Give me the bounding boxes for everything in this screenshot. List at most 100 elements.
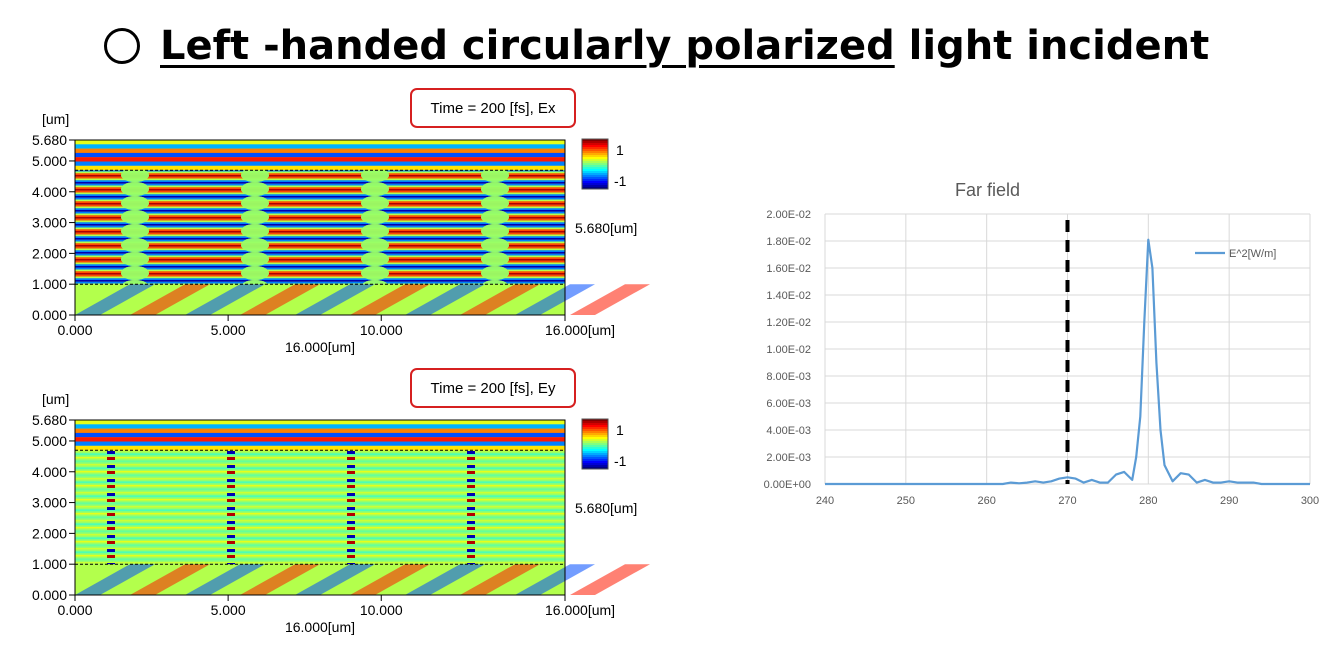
colorbar-segment xyxy=(582,157,608,160)
colorbar-segment xyxy=(582,437,608,440)
colorbar-segment xyxy=(582,165,608,168)
colorbar-segment xyxy=(582,467,608,470)
colorbar-segment xyxy=(582,141,608,144)
colorbar-segment xyxy=(582,453,608,456)
y-tick-label: 6.00E-03 xyxy=(766,398,811,410)
y-tick-label: 4.000 xyxy=(32,184,67,200)
colorbar-segment xyxy=(582,465,608,468)
heatmap-bottom-diagonal xyxy=(350,564,430,595)
colorbar-segment xyxy=(582,169,608,172)
y-tick-label: 0.000 xyxy=(32,587,67,603)
colorbar-segment xyxy=(582,459,608,462)
colorbar-segment xyxy=(582,153,608,156)
heatmap-bottom-diagonal xyxy=(405,564,485,595)
heatmap-top-band xyxy=(75,140,565,145)
heatmap-bottom-diagonal xyxy=(240,284,320,315)
colorbar-min-label: -1 xyxy=(614,453,627,469)
heatmap-bottom-diagonal xyxy=(130,564,210,595)
colorbar-segment xyxy=(582,447,608,450)
y-tick-label: 2.00E-03 xyxy=(766,452,811,464)
circle-bullet-icon xyxy=(104,28,140,64)
y-tick-label: 1.000 xyxy=(32,276,67,292)
heatmap-top-band xyxy=(75,428,565,433)
heatmap-interference-region xyxy=(75,450,565,565)
colorbar-segment xyxy=(582,433,608,436)
x-axis-label: 16.000[um] xyxy=(285,339,355,355)
far-field-chart: Far field 0.00E+00 2.00E-03 4.00E-03 6.00E-0… xyxy=(764,180,1320,507)
y-tick-label: 1.000 xyxy=(32,556,67,572)
heatmap-frame xyxy=(74,139,566,316)
colorbar-segment xyxy=(582,187,608,190)
colorbar-frame xyxy=(581,418,609,470)
colorbar-segment xyxy=(582,429,608,432)
colorbar-segment xyxy=(582,171,608,174)
colorbar-segment xyxy=(582,419,608,422)
colorbar-segment xyxy=(582,425,608,428)
colorbar-segment xyxy=(582,423,608,426)
colorbar-max-label: 1 xyxy=(616,422,624,438)
colorbar-segment xyxy=(582,151,608,154)
heatmap-bottom-diagonal xyxy=(460,564,540,595)
y-unit-label: [um] xyxy=(42,391,69,407)
heatmap-top-band xyxy=(75,424,565,429)
heatmap-bottom-diagonal xyxy=(350,284,430,315)
heatmap-top-band xyxy=(75,144,565,149)
y-tick-label: 0.000 xyxy=(32,307,67,323)
heatmap-top-band xyxy=(75,441,565,446)
colorbar-segment xyxy=(582,421,608,424)
colorbar-max-label: 1 xyxy=(616,142,624,158)
y-tick-label: 2.00E-02 xyxy=(766,209,811,221)
colorbar-segment xyxy=(582,149,608,152)
heatmap-bottom-diagonal xyxy=(460,284,540,315)
heatmap-bottom-diagonal xyxy=(75,564,155,595)
y-tick-label: 4.000 xyxy=(32,464,67,480)
colorbar-segment xyxy=(582,427,608,430)
heatmap-top-band xyxy=(75,165,565,171)
legend-label: E^2[W/m] xyxy=(1229,248,1276,260)
colorbar-segment xyxy=(582,177,608,180)
y-tick-label: 8.00E-03 xyxy=(766,371,811,383)
x-tick-label: 250 xyxy=(897,495,915,507)
colorbar-segment xyxy=(582,435,608,438)
y-tick-label: 5.000 xyxy=(32,153,67,169)
x-tick-label: 270 xyxy=(1058,495,1076,507)
heatmap-bottom-diagonal xyxy=(570,564,650,595)
y-tick-label: 3.000 xyxy=(32,495,67,511)
title-underlined-text: Left -handed circularly polarized xyxy=(160,23,895,69)
title-rest-text: light incident xyxy=(894,23,1210,69)
colorbar-segment xyxy=(582,449,608,452)
colorbar-segment xyxy=(582,445,608,448)
y-tick-label: 2.000 xyxy=(32,525,67,541)
colorbar-segment xyxy=(582,161,608,164)
heatmap-bottom-diagonal xyxy=(295,564,375,595)
heatmap-top-band xyxy=(75,161,565,166)
colorbar-segment xyxy=(582,175,608,178)
heatmap-bottom-diagonal xyxy=(570,284,650,315)
colorbar-segment xyxy=(582,441,608,444)
far-field-title: Far field xyxy=(955,180,1020,200)
y-tick-label: 1.40E-02 xyxy=(766,290,811,302)
colorbar-segment xyxy=(582,439,608,442)
ey-field-panel: [um] 0.000 1.000 2.000 3.000 4.000 5.000 5.680 0… xyxy=(0,365,660,635)
far-field-series-line xyxy=(825,238,1310,486)
colorbar-segment xyxy=(582,455,608,458)
heatmap-top-band xyxy=(75,148,565,153)
heatmap-bottom-diagonal xyxy=(130,284,210,315)
colorbar-segment xyxy=(582,147,608,150)
colorbar-segment xyxy=(582,179,608,182)
ey-time-annotation: Time = 200 [fs], Ey xyxy=(410,368,576,408)
heatmap-frame xyxy=(74,419,566,596)
x-tick-label: 10.000 xyxy=(360,322,403,338)
y-unit-label: [um] xyxy=(42,111,69,127)
ey-heatmap-chart: [um] 0.000 1.000 2.000 3.000 4.000 5.000 5.680 0… xyxy=(32,391,650,635)
x-tick-label: 300 xyxy=(1301,495,1319,507)
x-tick-label: 5.000 xyxy=(211,322,246,338)
heatmap-top-band xyxy=(75,157,565,162)
heatmap-bottom-diagonal xyxy=(295,284,375,315)
colorbar-segment xyxy=(582,159,608,162)
colorbar-segment xyxy=(582,163,608,166)
height-label: 5.680[um] xyxy=(575,500,637,516)
x-tick-label: 10.000 xyxy=(360,602,403,618)
x-tick-label: 280 xyxy=(1139,495,1157,507)
colorbar-segment xyxy=(582,461,608,464)
